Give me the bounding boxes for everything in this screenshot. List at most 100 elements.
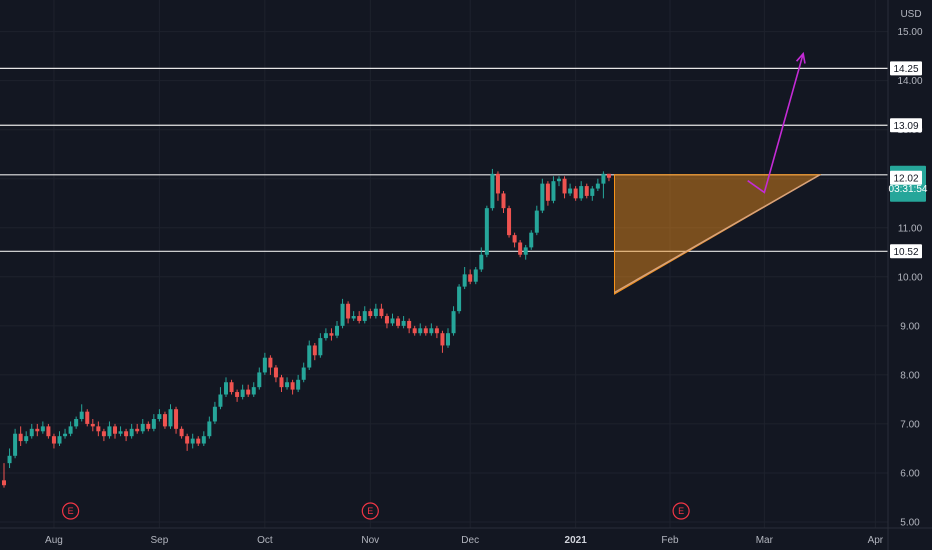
earnings-circle[interactable]	[361, 502, 379, 520]
candle	[562, 176, 567, 199]
triangle-pattern[interactable]	[614, 174, 822, 295]
earnings-label[interactable]: E	[678, 506, 684, 516]
candle	[235, 389, 240, 402]
candle	[224, 377, 228, 397]
time-axis[interactable]: Aug Sep Oct Nov Dec 2021 Feb Mar Apr	[0, 527, 932, 546]
time-tick-label: 2021	[565, 535, 588, 546]
candle-body	[129, 428, 134, 437]
earnings-marker[interactable]: E	[61, 502, 80, 520]
candle-body	[235, 392, 240, 397]
candle	[357, 311, 362, 324]
candle-body	[368, 311, 373, 317]
projection-arrow[interactable]	[747, 51, 806, 194]
rising-trendline[interactable]	[614, 174, 821, 294]
earnings-marker[interactable]: E	[361, 502, 379, 520]
candle	[340, 298, 345, 329]
level-badge-label[interactable]: 13.09	[893, 121, 918, 132]
earnings-markers[interactable]: EEEE	[61, 502, 932, 520]
candle-body	[318, 338, 323, 356]
level-badge-label[interactable]: 14.25	[893, 64, 918, 75]
candle-body	[224, 382, 228, 395]
candle	[290, 379, 295, 395]
secondary-price-badge[interactable]	[890, 170, 922, 185]
candle-body	[118, 431, 123, 434]
candle-body	[96, 426, 101, 432]
candle-body	[606, 173, 611, 178]
price-tick-label: 14.00	[897, 76, 922, 87]
candle-body	[157, 414, 162, 420]
candle	[307, 340, 312, 370]
candle-body	[440, 333, 445, 346]
earnings-label[interactable]: E	[367, 506, 373, 516]
candle-body	[401, 320, 406, 326]
candle-body	[246, 389, 251, 395]
earnings-circle[interactable]	[61, 502, 80, 520]
candle-body	[279, 377, 284, 388]
candle-body	[351, 316, 356, 319]
candle-body	[40, 426, 45, 432]
candle	[273, 365, 278, 383]
candle	[523, 244, 528, 260]
arrow-head[interactable]	[795, 51, 806, 64]
candle	[512, 232, 517, 248]
candle-body	[412, 328, 417, 334]
projection-path[interactable]	[747, 53, 804, 194]
level-badge-label[interactable]: 10.52	[893, 247, 918, 258]
countdown-label[interactable]: 03:31:54	[889, 184, 928, 195]
candle	[162, 411, 167, 429]
candle-body	[146, 423, 151, 429]
candle	[373, 303, 378, 319]
candle-body	[396, 318, 401, 326]
candle	[101, 428, 106, 442]
candle-body	[312, 345, 317, 356]
price-tick-label: 7.00	[900, 419, 920, 430]
candle	[312, 343, 317, 361]
candle-body	[446, 333, 450, 346]
candle	[501, 190, 506, 214]
price-axis[interactable]: 5.006.007.008.009.0010.0011.0012.0013.00…	[887, 0, 932, 550]
candle	[207, 416, 212, 439]
candles	[2, 168, 611, 488]
candle	[468, 269, 473, 285]
candle	[196, 436, 201, 446]
candle	[63, 428, 68, 439]
candle-body	[51, 436, 56, 444]
candle-body	[568, 188, 573, 194]
candle-body	[346, 303, 351, 319]
candle	[601, 171, 606, 199]
candle	[51, 433, 56, 449]
candle	[335, 320, 339, 339]
candle	[484, 205, 489, 258]
candle-body	[240, 389, 245, 397]
currency-label[interactable]: USD	[900, 9, 921, 20]
candle-body	[595, 183, 600, 189]
level-badge[interactable]	[890, 61, 922, 76]
candle-body	[207, 421, 212, 437]
candle-body	[512, 235, 517, 243]
candle-body	[507, 208, 512, 236]
price-tick-label: 15.00	[897, 27, 922, 38]
horizontal-levels[interactable]	[0, 67, 888, 252]
candle	[107, 421, 112, 439]
candle-body	[540, 183, 545, 211]
candle	[423, 325, 428, 336]
level-badge[interactable]	[890, 244, 922, 259]
time-tick-label: Nov	[361, 535, 379, 546]
candle-body	[373, 308, 378, 317]
earnings-marker[interactable]: E	[672, 502, 690, 520]
candle	[545, 181, 550, 206]
earnings-circle[interactable]	[672, 502, 690, 520]
candle-body	[479, 254, 484, 270]
candle	[229, 379, 234, 395]
level-badge[interactable]	[890, 118, 922, 133]
candle-body	[557, 178, 561, 182]
candle-body	[484, 208, 489, 255]
candle-body	[429, 328, 434, 334]
secondary-price-label[interactable]: 12.02	[893, 173, 918, 184]
candle-body	[601, 173, 606, 184]
candle	[201, 431, 206, 446]
earnings-label[interactable]: E	[68, 506, 74, 516]
candle-body	[545, 183, 550, 201]
candle-body	[534, 210, 539, 233]
